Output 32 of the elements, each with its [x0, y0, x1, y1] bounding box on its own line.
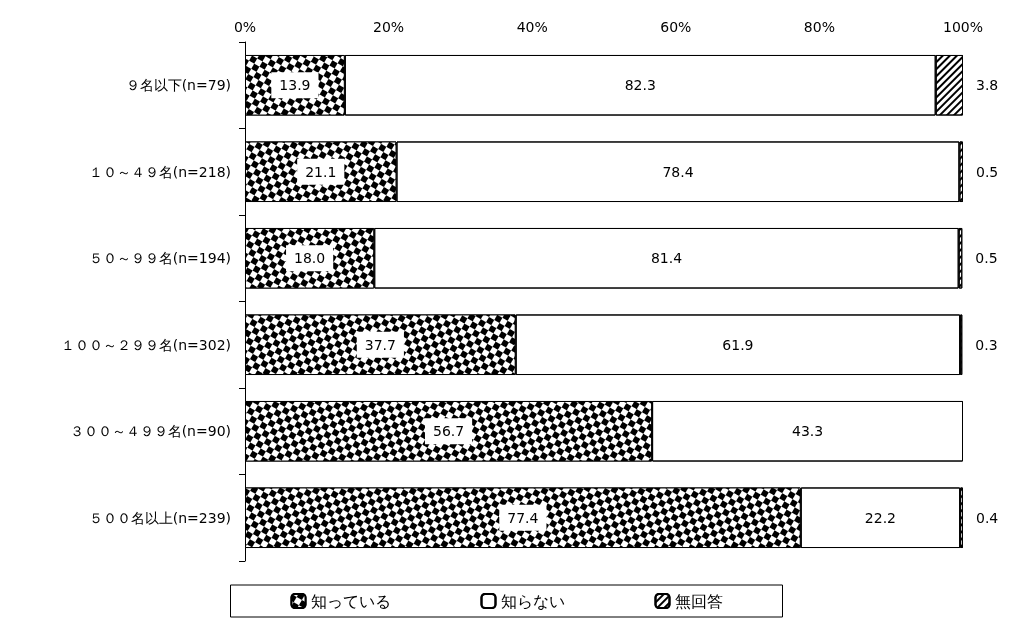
x-tick-label: 20%: [373, 19, 405, 35]
data-label: 77.4: [507, 509, 539, 526]
y-tick-label: ９名以下(n=79): [125, 77, 231, 94]
y-tick-label: １０～４９名(n=218): [88, 163, 231, 180]
data-label: 37.7: [364, 336, 396, 353]
x-tick-label: 0%: [233, 19, 257, 35]
data-label: 0.5: [976, 163, 999, 180]
data-label: 0.5: [975, 250, 998, 267]
data-label: 3.8: [976, 77, 999, 94]
y-tick-label: １００～２９９名(n=302): [60, 336, 231, 353]
data-label: 22.2: [864, 509, 897, 526]
x-tick-label: 60%: [660, 19, 692, 35]
legend-label: 知っている: [310, 591, 391, 611]
data-label: 21.1: [305, 163, 337, 180]
data-label: 81.4: [650, 250, 683, 267]
data-label: 18.0: [294, 250, 326, 267]
data-label: 0.3: [975, 336, 998, 353]
data-label: 43.3: [791, 423, 824, 440]
data-label: 0.4: [976, 509, 999, 526]
data-label: 78.4: [662, 163, 694, 180]
y-tick-label: ５００名以上(n=239): [88, 509, 231, 526]
x-tick-label: 80%: [803, 19, 835, 35]
data-label: 56.7: [432, 423, 465, 440]
y-tick-label: ５０～９９名(n=194): [88, 250, 231, 267]
data-label: 13.9: [279, 77, 311, 94]
data-label: 82.3: [624, 77, 656, 94]
data-label: 61.9: [722, 336, 754, 353]
legend-label: 無回答: [674, 591, 723, 611]
x-tick-label: 40%: [516, 19, 548, 35]
y-tick-label: ３００～４９９名(n=90): [69, 423, 231, 440]
legend-label: 知らない: [500, 591, 565, 611]
x-tick-label: 100%: [942, 19, 984, 35]
